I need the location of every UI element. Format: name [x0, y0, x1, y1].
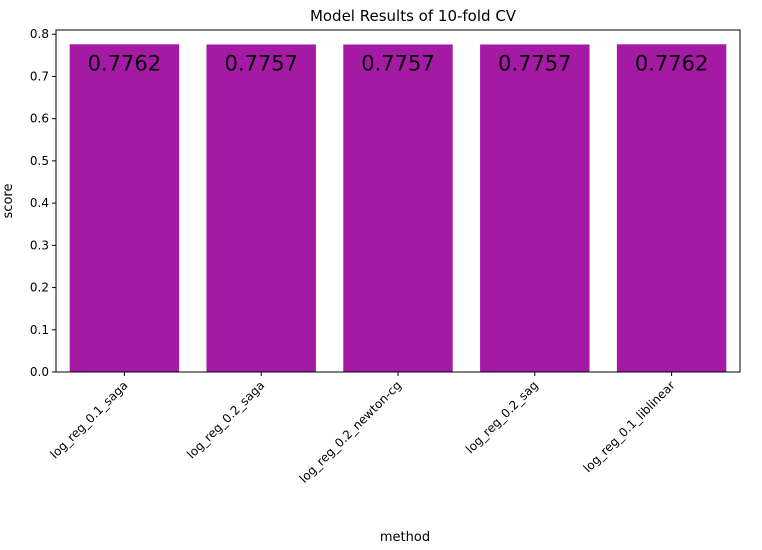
bars-layer — [69, 44, 727, 373]
data-labels-layer: 0.7762 0.7757 0.7757 0.7757 0.7762 — [88, 51, 709, 75]
x-tick-label: log_reg_0.2_newton-cg — [297, 378, 405, 486]
data-label: 0.7762 — [635, 51, 708, 75]
y-tick-label: 0.7 — [30, 69, 49, 83]
x-tick-label: log_reg_0.2_sag — [463, 378, 541, 456]
y-axis: 0.0 0.1 0.2 0.3 0.4 0.5 0.6 0.7 0.8 — [30, 27, 56, 379]
data-label: 0.7757 — [224, 51, 297, 75]
y-tick-label: 0.4 — [30, 196, 49, 210]
bar — [206, 44, 316, 372]
data-label: 0.7757 — [361, 51, 434, 75]
bar — [616, 44, 727, 373]
y-tick-label: 0.1 — [30, 323, 49, 337]
bar — [343, 44, 453, 372]
x-tick-label: log_reg_0.1_liblinear — [581, 378, 678, 475]
y-tick-label: 0.5 — [30, 154, 49, 168]
data-label: 0.7762 — [88, 51, 161, 75]
x-axis: log_reg_0.1_saga log_reg_0.2_saga log_reg_… — [47, 372, 678, 486]
bar — [480, 44, 590, 372]
y-tick-label: 0.3 — [30, 238, 49, 252]
x-axis-label: method — [380, 530, 430, 545]
x-tick-label: log_reg_0.2_saga — [184, 378, 267, 461]
data-label: 0.7757 — [498, 51, 571, 75]
y-tick-label: 0.6 — [30, 112, 49, 126]
y-axis-label: score — [1, 184, 16, 219]
chart-title: Model Results of 10-fold CV — [310, 7, 517, 25]
y-tick-label: 0.8 — [30, 27, 49, 41]
bar — [69, 44, 180, 373]
y-tick-label: 0.2 — [30, 281, 49, 295]
y-tick-label: 0.0 — [30, 365, 49, 379]
x-tick-label: log_reg_0.1_saga — [47, 378, 130, 461]
